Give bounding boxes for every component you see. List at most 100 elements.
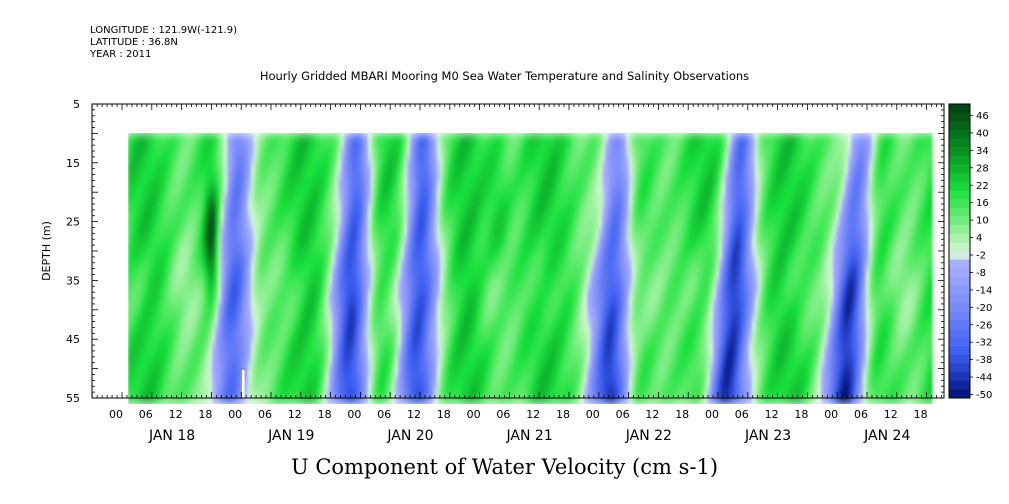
colorbar-swatch [949, 242, 970, 252]
x-hour-label: 06 [258, 408, 272, 421]
colorbar-swatch [949, 363, 970, 373]
longitude-label: LONGITUDE : 121.9W(-121.9) [90, 25, 237, 36]
colorbar-swatch [949, 346, 970, 356]
colorbar-label: -32 [976, 338, 992, 349]
x-hour-label: 18 [318, 408, 332, 421]
colorbar-swatch [949, 147, 970, 157]
x-hour-label: 00 [347, 408, 361, 421]
y-tick-label: 15 [66, 157, 80, 170]
colorbar-label: 34 [976, 146, 989, 157]
colorbar-swatch [949, 354, 970, 364]
colorbar-swatch [949, 294, 970, 304]
x-day-label: JAN 18 [148, 428, 195, 444]
colorbar-swatch [949, 259, 970, 269]
colorbar-swatch [949, 337, 970, 347]
x-hour-label: 00 [467, 408, 481, 421]
colorbar-label: 22 [976, 181, 989, 192]
colorbar-label: -2 [976, 251, 986, 262]
colorbar-label: 28 [976, 163, 989, 174]
x-hour-label: 00 [586, 408, 600, 421]
x-axis-labels: 00 06 12 18 00 06 12 18 00 06 12 18 00 06 12 18 00 06 12 18… [109, 408, 928, 444]
chart-title: Hourly Gridded MBARI Mooring M0 Sea Wate… [259, 69, 750, 83]
colorbar-swatch [949, 129, 970, 140]
y-axis-labels: 5 15 25 35 45 55 [66, 98, 80, 405]
x-hour-label: 00 [824, 408, 838, 421]
x-hour-label: 06 [377, 408, 391, 421]
colorbar-label: -14 [976, 285, 992, 296]
colorbar-swatch [949, 164, 970, 174]
x-hour-label: 00 [109, 408, 123, 421]
x-hour-label: 18 [675, 408, 689, 421]
y-tick-label: 25 [66, 216, 80, 229]
heatmap-field [128, 133, 933, 404]
colorbar-swatch [949, 268, 970, 278]
colorbar-swatch [949, 320, 970, 330]
colorbar-label: 46 [976, 111, 989, 122]
x-day-label: JAN 22 [625, 428, 672, 444]
colorbar-label: -20 [976, 303, 992, 314]
y-axis-title: DEPTH (m) [40, 221, 53, 281]
y-tick-label: 35 [66, 274, 80, 287]
colorbar-swatch [949, 233, 970, 243]
x-hour-label: 12 [407, 408, 421, 421]
colorbar-label: -44 [976, 373, 992, 384]
x-hour-label: 12 [884, 408, 898, 421]
colorbar-swatch [949, 104, 970, 114]
colorbar-swatch [949, 311, 970, 321]
x-hour-label: 06 [616, 408, 630, 421]
colorbar-swatch [949, 190, 970, 200]
x-hour-label: 12 [288, 408, 302, 421]
x-day-label: JAN 24 [863, 428, 910, 444]
x-hour-label: 00 [705, 408, 719, 421]
x-hour-label: 06 [139, 408, 153, 421]
colorbar-swatch [949, 155, 970, 166]
year-label: YEAR : 2011 [90, 49, 152, 60]
colorbar-swatch [949, 199, 970, 209]
x-hour-label: 12 [645, 408, 659, 421]
colorbar-label: 4 [976, 233, 982, 244]
x-hour-label: 18 [437, 408, 451, 421]
x-day-label: JAN 19 [267, 428, 314, 444]
x-day-label: JAN 21 [506, 428, 553, 444]
colorbar-swatch [949, 207, 970, 217]
colorbar-frame [948, 103, 971, 399]
x-hour-label: 06 [496, 408, 510, 421]
colorbar-label: 40 [976, 128, 989, 139]
colorbar-swatch [949, 302, 970, 313]
colorbar-swatch [949, 372, 970, 382]
colorbar-swatch [949, 173, 970, 183]
colorbar-swatch [949, 121, 970, 131]
latitude-label: LATITUDE : 36.8N [90, 37, 178, 48]
colorbar: 46 40 34 28 22 16 10 4 -2 -8 -14 -20 -26 -32 -38 -44 -50 [948, 103, 992, 401]
y-tick-label: 5 [73, 98, 80, 111]
colorbar-swatch [949, 181, 970, 191]
colorbar-swatch [949, 251, 970, 261]
colorbar-swatch [949, 216, 970, 226]
colorbar-label: 16 [976, 198, 989, 209]
colorbar-swatch [949, 112, 970, 122]
x-hour-label: 06 [854, 408, 868, 421]
colorbar-label: -26 [976, 320, 992, 331]
x-hour-label: 06 [735, 408, 749, 421]
chart-subtitle: U Component of Water Velocity (cm s-1) [290, 455, 719, 479]
colorbar-swatch [949, 328, 970, 338]
x-hour-label: 00 [228, 408, 242, 421]
x-hour-label: 12 [526, 408, 540, 421]
x-hour-label: 12 [169, 408, 183, 421]
colorbar-swatch [949, 276, 970, 287]
y-tick-label: 45 [66, 333, 80, 346]
x-day-label: JAN 20 [386, 428, 433, 444]
colorbar-label: -8 [976, 268, 986, 279]
colorbar-swatch [949, 225, 970, 235]
x-day-label: JAN 23 [744, 428, 791, 444]
x-hour-label: 18 [198, 408, 212, 421]
colorbar-swatch [949, 389, 970, 399]
x-hour-label: 18 [794, 408, 808, 421]
colorbar-label: -50 [976, 390, 992, 401]
axis-ticks [91, 103, 944, 399]
x-hour-label: 18 [556, 408, 570, 421]
colorbar-swatch [949, 380, 970, 390]
colorbar-label: 10 [976, 216, 989, 227]
x-hour-label: 12 [765, 408, 779, 421]
